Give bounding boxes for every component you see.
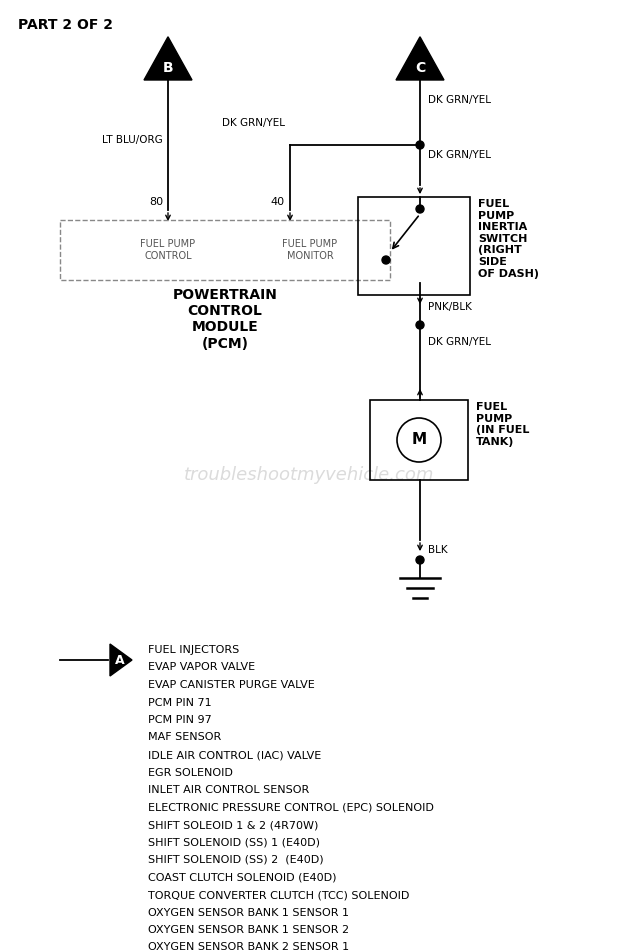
Bar: [358, 197, 470, 295]
Text: 40: 40: [271, 197, 285, 207]
Text: PCM PIN 71: PCM PIN 71: [148, 697, 211, 708]
Text: LT BLU/ORG: LT BLU/ORG: [102, 135, 163, 145]
Polygon shape: [396, 37, 444, 80]
Text: POWERTRAIN
CONTROL
MODULE
(PCM): POWERTRAIN CONTROL MODULE (PCM): [172, 288, 277, 351]
Circle shape: [416, 141, 424, 149]
Text: FUEL
PUMP
INERTIA
SWITCH
(RIGHT
SIDE
OF DASH): FUEL PUMP INERTIA SWITCH (RIGHT SIDE OF …: [478, 199, 539, 278]
Text: OXYGEN SENSOR BANK 2 SENSOR 1: OXYGEN SENSOR BANK 2 SENSOR 1: [148, 942, 349, 950]
Text: MAF SENSOR: MAF SENSOR: [148, 732, 221, 743]
Text: M: M: [412, 432, 426, 447]
Bar: [370, 400, 468, 480]
Text: DK GRN/YEL: DK GRN/YEL: [222, 118, 285, 128]
Circle shape: [416, 556, 424, 564]
Text: EVAP CANISTER PURGE VALVE: EVAP CANISTER PURGE VALVE: [148, 680, 315, 690]
Text: C: C: [415, 61, 425, 75]
Text: DK GRN/YEL: DK GRN/YEL: [428, 95, 491, 105]
Circle shape: [416, 321, 424, 329]
Polygon shape: [110, 644, 132, 676]
Text: PART 2 OF 2: PART 2 OF 2: [18, 18, 113, 32]
Text: DK GRN/YEL: DK GRN/YEL: [428, 150, 491, 160]
Text: FUEL
PUMP
(IN FUEL
TANK): FUEL PUMP (IN FUEL TANK): [476, 402, 530, 446]
Bar: [60, 220, 390, 280]
Text: SHIFT SOLENOID (SS) 1 (E40D): SHIFT SOLENOID (SS) 1 (E40D): [148, 838, 320, 847]
Text: FUEL PUMP
MONITOR: FUEL PUMP MONITOR: [282, 239, 337, 261]
Text: SHIFT SOLENOID (SS) 2  (E40D): SHIFT SOLENOID (SS) 2 (E40D): [148, 855, 324, 865]
Text: OXYGEN SENSOR BANK 1 SENSOR 2: OXYGEN SENSOR BANK 1 SENSOR 2: [148, 925, 349, 935]
Text: FUEL PUMP
CONTROL: FUEL PUMP CONTROL: [140, 239, 195, 261]
Polygon shape: [144, 37, 192, 80]
Text: COAST CLUTCH SOLENOID (E40D): COAST CLUTCH SOLENOID (E40D): [148, 872, 336, 883]
Circle shape: [382, 256, 390, 264]
Text: OXYGEN SENSOR BANK 1 SENSOR 1: OXYGEN SENSOR BANK 1 SENSOR 1: [148, 907, 349, 918]
Text: PNK/BLK: PNK/BLK: [428, 302, 472, 312]
Text: SHIFT SOLEOID 1 & 2 (4R70W): SHIFT SOLEOID 1 & 2 (4R70W): [148, 820, 318, 830]
Text: FUEL INJECTORS: FUEL INJECTORS: [148, 645, 239, 655]
Text: BLK: BLK: [428, 545, 447, 555]
Text: A: A: [115, 654, 125, 667]
Text: 80: 80: [149, 197, 163, 207]
Text: IDLE AIR CONTROL (IAC) VALVE: IDLE AIR CONTROL (IAC) VALVE: [148, 750, 321, 760]
Text: EVAP VAPOR VALVE: EVAP VAPOR VALVE: [148, 662, 255, 673]
Circle shape: [397, 418, 441, 462]
Text: INLET AIR CONTROL SENSOR: INLET AIR CONTROL SENSOR: [148, 785, 309, 795]
Text: B: B: [163, 61, 173, 75]
Text: PCM PIN 97: PCM PIN 97: [148, 715, 212, 725]
Text: TORQUE CONVERTER CLUTCH (TCC) SOLENOID: TORQUE CONVERTER CLUTCH (TCC) SOLENOID: [148, 890, 409, 900]
Text: EGR SOLENOID: EGR SOLENOID: [148, 768, 233, 777]
Text: ELECTRONIC PRESSURE CONTROL (EPC) SOLENOID: ELECTRONIC PRESSURE CONTROL (EPC) SOLENO…: [148, 803, 434, 812]
Text: DK GRN/YEL: DK GRN/YEL: [428, 337, 491, 347]
Circle shape: [416, 205, 424, 213]
Text: troubleshootmyvehicle.com: troubleshootmyvehicle.com: [184, 466, 434, 484]
